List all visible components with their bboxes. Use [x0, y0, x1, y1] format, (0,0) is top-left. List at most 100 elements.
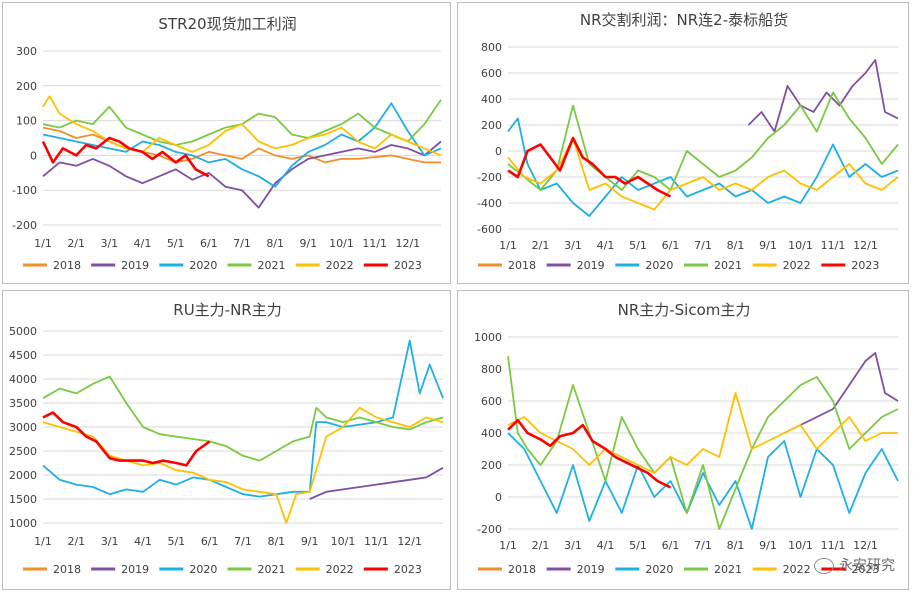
x-tick-label: 10/1: [788, 239, 813, 252]
chart-panel-1: NR交割利润：NR连2-泰标船货 -600 -400 -200 0 200 400 600 80…: [457, 2, 909, 284]
legend-label: 2021: [714, 259, 742, 272]
y-tick-label: 3500: [9, 397, 37, 410]
series-line-2023: [507, 418, 672, 489]
y-tick-label: 0: [495, 491, 502, 504]
y-tick-label: 2000: [9, 469, 37, 482]
y-tick-label: 3000: [9, 421, 37, 434]
x-tick-label: 4/1: [134, 237, 152, 250]
chart-title: NR主力-Sicom主力: [618, 301, 751, 319]
y-tick-label: 800: [481, 41, 502, 54]
x-tick-label: 9/1: [759, 239, 777, 252]
legend-label: 2021: [258, 563, 286, 576]
y-tick-label: 800: [481, 363, 502, 376]
y-tick-label: 5000: [9, 325, 37, 338]
y-tick-label: 200: [481, 119, 502, 132]
x-tick-label: 8/1: [727, 239, 745, 252]
y-tick-label: 4500: [9, 349, 37, 362]
x-tick-label: 7/1: [694, 539, 712, 552]
y-tick-label: 2500: [9, 445, 37, 458]
x-tick-label: 10/1: [329, 237, 354, 250]
x-tick-label: 2/1: [67, 237, 85, 250]
x-tick-label: 8/1: [727, 539, 745, 552]
y-tick-label: 1000: [474, 331, 502, 344]
x-tick-label: 4/1: [597, 239, 615, 252]
x-tick-label: 5/1: [629, 539, 647, 552]
x-tick-label: 9/1: [301, 535, 319, 548]
chart-title: NR交割利润：NR连2-泰标船货: [580, 11, 788, 29]
x-tick-label: 2/1: [67, 535, 85, 548]
x-tick-label: 6/1: [201, 535, 219, 548]
series-line-2019: [42, 140, 442, 209]
x-tick-label: 12/1: [395, 237, 420, 250]
y-tick-label: 300: [16, 45, 37, 58]
x-tick-label: 7/1: [694, 239, 712, 252]
series-line-2022: [42, 95, 442, 157]
x-tick-label: 3/1: [101, 535, 119, 548]
x-tick-label: 2/1: [532, 239, 550, 252]
series-line-2021: [42, 375, 444, 462]
legend-label: 2020: [189, 563, 217, 576]
legend-label: 2023: [394, 259, 422, 272]
series-line-2022: [507, 392, 898, 474]
series-line-2020: [507, 117, 899, 217]
x-tick-label: 8/1: [267, 535, 285, 548]
y-tick-label: -200: [477, 523, 502, 536]
legend-label: 2020: [645, 563, 673, 576]
legend-label: 2023: [851, 259, 879, 272]
chart-svg-3: NR主力-Sicom主力 -200 0 200 400 600 800 1000 1/1 2/1 3…: [474, 301, 899, 576]
y-tick-label: -100: [12, 184, 37, 197]
x-tick-label: 12/1: [853, 239, 878, 252]
y-tick-label: 100: [16, 115, 37, 128]
legend-label: 2021: [714, 563, 742, 576]
x-tick-label: 9/1: [299, 237, 317, 250]
y-tick-label: -400: [477, 197, 502, 210]
watermark-text: 永安研究: [839, 558, 895, 574]
x-tick-label: 7/1: [233, 237, 251, 250]
series-line-2020: [507, 432, 899, 530]
y-tick-label: -200: [477, 171, 502, 184]
y-tick-label: 400: [481, 93, 502, 106]
legend-label: 2019: [577, 259, 605, 272]
legend-label: 2022: [783, 259, 811, 272]
y-tick-label: 1500: [9, 493, 37, 506]
y-tick-label: 600: [481, 67, 502, 80]
y-tick-label: 200: [481, 459, 502, 472]
x-tick-label: 4/1: [597, 539, 615, 552]
x-tick-label: 11/1: [821, 239, 846, 252]
wechat-icon: [814, 558, 834, 574]
x-tick-label: 4/1: [134, 535, 152, 548]
legend-label: 2018: [508, 259, 536, 272]
series-line-2019: [747, 59, 899, 133]
chart-svg-2: RU主力-NR主力 1000 1500 2000 2500 3000 3500 4000 450…: [9, 301, 444, 576]
legend-label: 2019: [577, 563, 605, 576]
x-tick-label: 5/1: [167, 535, 185, 548]
x-tick-label: 3/1: [564, 539, 582, 552]
watermark: 永安研究: [814, 555, 895, 575]
legend-label: 2018: [53, 563, 81, 576]
x-tick-label: 6/1: [200, 237, 218, 250]
x-tick-label: 2/1: [532, 539, 550, 552]
x-tick-label: 6/1: [662, 539, 680, 552]
series-line-2019: [309, 467, 444, 500]
series-line-2023: [42, 411, 211, 467]
x-tick-label: 5/1: [167, 237, 185, 250]
y-tick-label: 1000: [9, 517, 37, 530]
chart-title: RU主力-NR主力: [173, 301, 281, 319]
legend-label: 2018: [508, 563, 536, 576]
chart-title: STR20现货加工利润: [158, 15, 296, 33]
series-line-2022: [42, 406, 444, 524]
x-tick-label: 11/1: [364, 535, 389, 548]
x-tick-label: 1/1: [34, 237, 52, 250]
legend-label: 2019: [121, 259, 149, 272]
y-tick-label: 0: [30, 149, 37, 162]
series-line-2020: [42, 339, 444, 498]
y-tick-label: 4000: [9, 373, 37, 386]
x-tick-label: 11/1: [362, 237, 387, 250]
series-line-2022: [507, 137, 899, 211]
series-line-2020: [42, 102, 442, 188]
y-tick-label: 600: [481, 395, 502, 408]
legend-label: 2023: [394, 563, 422, 576]
x-tick-label: 9/1: [759, 539, 777, 552]
y-tick-label: 400: [481, 427, 502, 440]
y-tick-label: -200: [12, 219, 37, 232]
